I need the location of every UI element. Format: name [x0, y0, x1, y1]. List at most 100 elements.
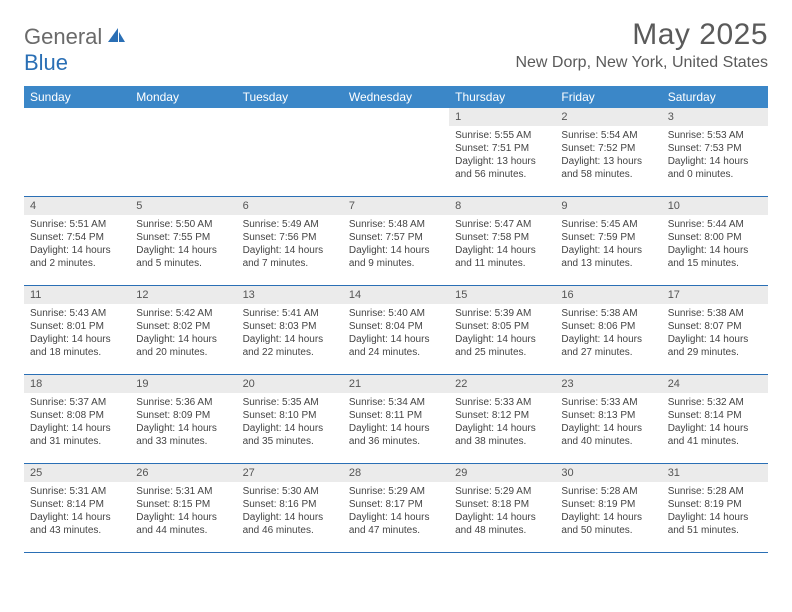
day-number: 23: [555, 375, 661, 393]
sunrise-text: Sunrise: 5:31 AM: [30, 485, 124, 498]
day-content: Sunrise: 5:41 AMSunset: 8:03 PMDaylight:…: [237, 304, 343, 365]
day-cell: 25Sunrise: 5:31 AMSunset: 8:14 PMDayligh…: [24, 464, 130, 552]
sunset-text: Sunset: 8:14 PM: [668, 409, 762, 422]
day-number: 9: [555, 197, 661, 215]
day-number: 11: [24, 286, 130, 304]
sunrise-text: Sunrise: 5:36 AM: [136, 396, 230, 409]
day-cell: 24Sunrise: 5:32 AMSunset: 8:14 PMDayligh…: [662, 375, 768, 463]
daylight1-text: Daylight: 14 hours: [561, 244, 655, 257]
day-cell: 26Sunrise: 5:31 AMSunset: 8:15 PMDayligh…: [130, 464, 236, 552]
month-title: May 2025: [515, 18, 768, 52]
sunset-text: Sunset: 8:19 PM: [668, 498, 762, 511]
daylight2-text: and 50 minutes.: [561, 524, 655, 537]
daylight1-text: Daylight: 14 hours: [349, 422, 443, 435]
sunrise-text: Sunrise: 5:34 AM: [349, 396, 443, 409]
daylight2-text: and 56 minutes.: [455, 168, 549, 181]
dayheader-thu: Thursday: [449, 86, 555, 108]
day-number: 13: [237, 286, 343, 304]
day-content: Sunrise: 5:49 AMSunset: 7:56 PMDaylight:…: [237, 215, 343, 276]
day-cell: 11Sunrise: 5:43 AMSunset: 8:01 PMDayligh…: [24, 286, 130, 374]
day-content: Sunrise: 5:44 AMSunset: 8:00 PMDaylight:…: [662, 215, 768, 276]
day-content: Sunrise: 5:34 AMSunset: 8:11 PMDaylight:…: [343, 393, 449, 454]
daylight2-text: and 15 minutes.: [668, 257, 762, 270]
day-cell: 15Sunrise: 5:39 AMSunset: 8:05 PMDayligh…: [449, 286, 555, 374]
day-number: 12: [130, 286, 236, 304]
daylight2-text: and 48 minutes.: [455, 524, 549, 537]
day-content: Sunrise: 5:40 AMSunset: 8:04 PMDaylight:…: [343, 304, 449, 365]
day-content: Sunrise: 5:31 AMSunset: 8:14 PMDaylight:…: [24, 482, 130, 543]
day-content: Sunrise: 5:53 AMSunset: 7:53 PMDaylight:…: [662, 126, 768, 187]
daylight1-text: Daylight: 14 hours: [668, 155, 762, 168]
day-number: 10: [662, 197, 768, 215]
sunrise-text: Sunrise: 5:53 AM: [668, 129, 762, 142]
day-cell: 22Sunrise: 5:33 AMSunset: 8:12 PMDayligh…: [449, 375, 555, 463]
sunrise-text: Sunrise: 5:42 AM: [136, 307, 230, 320]
day-number: 1: [449, 108, 555, 126]
sunset-text: Sunset: 7:54 PM: [30, 231, 124, 244]
daylight2-text: and 36 minutes.: [349, 435, 443, 448]
dayheader-sun: Sunday: [24, 86, 130, 108]
day-number: 18: [24, 375, 130, 393]
daylight2-text: and 18 minutes.: [30, 346, 124, 359]
sunset-text: Sunset: 7:56 PM: [243, 231, 337, 244]
sunset-text: Sunset: 7:55 PM: [136, 231, 230, 244]
day-cell: [130, 108, 236, 196]
day-content: Sunrise: 5:39 AMSunset: 8:05 PMDaylight:…: [449, 304, 555, 365]
week-row: 4Sunrise: 5:51 AMSunset: 7:54 PMDaylight…: [24, 197, 768, 286]
daylight2-text: and 2 minutes.: [30, 257, 124, 270]
sunset-text: Sunset: 7:53 PM: [668, 142, 762, 155]
sunrise-text: Sunrise: 5:33 AM: [561, 396, 655, 409]
day-cell: [24, 108, 130, 196]
sunrise-text: Sunrise: 5:47 AM: [455, 218, 549, 231]
calendar-page: General May 2025 New Dorp, New York, Uni…: [0, 0, 792, 577]
daylight1-text: Daylight: 14 hours: [243, 244, 337, 257]
dayheader-tue: Tuesday: [237, 86, 343, 108]
week-row: 11Sunrise: 5:43 AMSunset: 8:01 PMDayligh…: [24, 286, 768, 375]
calendar-grid: Sunday Monday Tuesday Wednesday Thursday…: [24, 86, 768, 553]
daylight2-text: and 11 minutes.: [455, 257, 549, 270]
day-content: Sunrise: 5:45 AMSunset: 7:59 PMDaylight:…: [555, 215, 661, 276]
daylight2-text: and 35 minutes.: [243, 435, 337, 448]
daylight1-text: Daylight: 14 hours: [455, 511, 549, 524]
day-cell: 14Sunrise: 5:40 AMSunset: 8:04 PMDayligh…: [343, 286, 449, 374]
day-cell: [343, 108, 449, 196]
sunrise-text: Sunrise: 5:55 AM: [455, 129, 549, 142]
sunrise-text: Sunrise: 5:39 AM: [455, 307, 549, 320]
sunrise-text: Sunrise: 5:29 AM: [349, 485, 443, 498]
dayheader-sat: Saturday: [662, 86, 768, 108]
sunset-text: Sunset: 8:06 PM: [561, 320, 655, 333]
sunset-text: Sunset: 8:05 PM: [455, 320, 549, 333]
day-content: Sunrise: 5:38 AMSunset: 8:06 PMDaylight:…: [555, 304, 661, 365]
sunrise-text: Sunrise: 5:29 AM: [455, 485, 549, 498]
daylight2-text: and 22 minutes.: [243, 346, 337, 359]
day-content: Sunrise: 5:33 AMSunset: 8:12 PMDaylight:…: [449, 393, 555, 454]
daylight1-text: Daylight: 14 hours: [30, 422, 124, 435]
day-number: 31: [662, 464, 768, 482]
daylight2-text: and 9 minutes.: [349, 257, 443, 270]
day-number: 7: [343, 197, 449, 215]
day-cell: 21Sunrise: 5:34 AMSunset: 8:11 PMDayligh…: [343, 375, 449, 463]
day-content: Sunrise: 5:32 AMSunset: 8:14 PMDaylight:…: [662, 393, 768, 454]
day-number: 17: [662, 286, 768, 304]
day-content: Sunrise: 5:54 AMSunset: 7:52 PMDaylight:…: [555, 126, 661, 187]
daylight1-text: Daylight: 14 hours: [243, 511, 337, 524]
day-cell: 1Sunrise: 5:55 AMSunset: 7:51 PMDaylight…: [449, 108, 555, 196]
daylight1-text: Daylight: 14 hours: [668, 511, 762, 524]
day-cell: 16Sunrise: 5:38 AMSunset: 8:06 PMDayligh…: [555, 286, 661, 374]
week-row: 18Sunrise: 5:37 AMSunset: 8:08 PMDayligh…: [24, 375, 768, 464]
daylight2-text: and 46 minutes.: [243, 524, 337, 537]
daylight1-text: Daylight: 14 hours: [455, 422, 549, 435]
daylight1-text: Daylight: 14 hours: [30, 333, 124, 346]
day-cell: 3Sunrise: 5:53 AMSunset: 7:53 PMDaylight…: [662, 108, 768, 196]
day-content: Sunrise: 5:29 AMSunset: 8:17 PMDaylight:…: [343, 482, 449, 543]
day-number: 20: [237, 375, 343, 393]
brand-part1: General: [24, 24, 102, 50]
daylight1-text: Daylight: 14 hours: [30, 511, 124, 524]
dayheader-mon: Monday: [130, 86, 236, 108]
sunset-text: Sunset: 8:15 PM: [136, 498, 230, 511]
day-content: Sunrise: 5:35 AMSunset: 8:10 PMDaylight:…: [237, 393, 343, 454]
daylight2-text: and 24 minutes.: [349, 346, 443, 359]
day-number: 6: [237, 197, 343, 215]
daylight1-text: Daylight: 14 hours: [349, 333, 443, 346]
day-cell: 7Sunrise: 5:48 AMSunset: 7:57 PMDaylight…: [343, 197, 449, 285]
